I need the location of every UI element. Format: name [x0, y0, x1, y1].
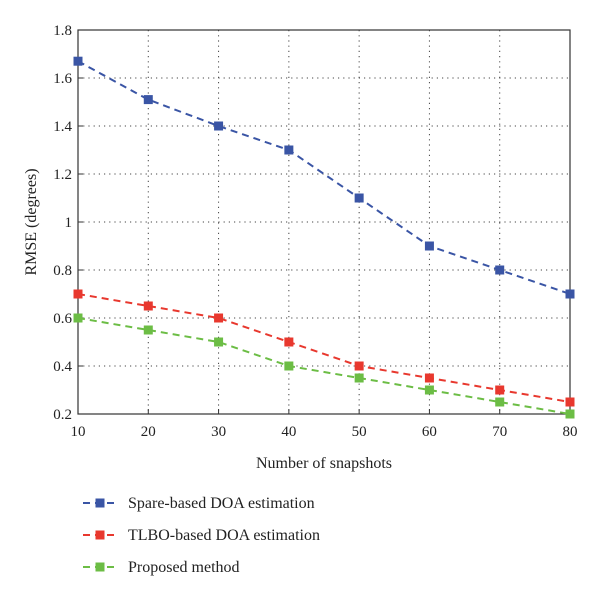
series-line	[77, 60, 571, 295]
grid-lines	[78, 30, 570, 414]
x-tick-label: 40	[281, 424, 296, 440]
series-group	[73, 289, 575, 407]
legend-item: Spare-based DOA estimation	[83, 495, 315, 512]
data-point	[495, 397, 505, 407]
data-point	[73, 56, 83, 66]
x-tick-label: 80	[563, 424, 578, 440]
x-tick-label: 50	[352, 424, 367, 440]
y-tick-label: 0.2	[53, 407, 72, 423]
data-point	[424, 373, 434, 383]
y-tick-label: 1	[65, 215, 73, 231]
y-tick-label: 1.4	[53, 119, 72, 135]
data-point	[284, 337, 294, 347]
data-point	[354, 361, 364, 371]
y-tick-label: 0.6	[53, 311, 72, 327]
data-point	[73, 313, 83, 323]
data-point	[284, 145, 294, 155]
data-point	[565, 409, 575, 419]
series-group	[73, 56, 575, 299]
legend-marker	[95, 562, 105, 572]
x-tick-label: 30	[211, 424, 226, 440]
data-point	[214, 337, 224, 347]
data-point	[354, 193, 364, 203]
data-point	[354, 373, 364, 383]
y-tick-label: 1.6	[53, 71, 72, 87]
data-point	[565, 289, 575, 299]
y-tick-label: 1.2	[53, 167, 72, 183]
legend-label: TLBO-based DOA estimation	[128, 527, 320, 544]
y-axis-title: RMSE (degrees)	[23, 168, 40, 275]
legend-marker	[95, 498, 105, 508]
data-point	[495, 385, 505, 395]
series-line	[77, 317, 571, 415]
series-line	[77, 293, 571, 403]
legend-item: Proposed method	[83, 559, 240, 576]
data-point	[424, 241, 434, 251]
data-point	[73, 289, 83, 299]
x-tick-label: 10	[71, 424, 86, 440]
y-tick-label: 0.4	[53, 359, 72, 375]
x-tick-label: 60	[422, 424, 437, 440]
data-point	[424, 385, 434, 395]
legend-item: TLBO-based DOA estimation	[83, 527, 320, 544]
data-point	[284, 361, 294, 371]
x-axis-title: Number of snapshots	[256, 455, 392, 472]
data-point	[143, 325, 153, 335]
y-tick-label: 0.8	[53, 263, 72, 279]
data-point	[565, 397, 575, 407]
series-layer	[73, 56, 575, 419]
x-tick-label: 70	[492, 424, 507, 440]
legend-marker	[95, 530, 105, 540]
data-point	[143, 95, 153, 105]
axis-ticks: 10 20 30 40 50 60 70 80 0.2 0.4 0.6 0.8 1 1.2 1.4 1.6 1.…	[53, 23, 577, 440]
y-tick-label: 1.8	[53, 23, 72, 39]
x-tick-label: 20	[141, 424, 156, 440]
legend-label: Proposed method	[128, 559, 240, 576]
data-point	[214, 313, 224, 323]
data-point	[495, 265, 505, 275]
data-point	[214, 121, 224, 131]
legend: Spare-based DOA estimation TLBO-based DOA…	[83, 495, 320, 576]
series-group	[73, 313, 575, 419]
legend-label: Spare-based DOA estimation	[128, 495, 315, 512]
data-point	[143, 301, 153, 311]
